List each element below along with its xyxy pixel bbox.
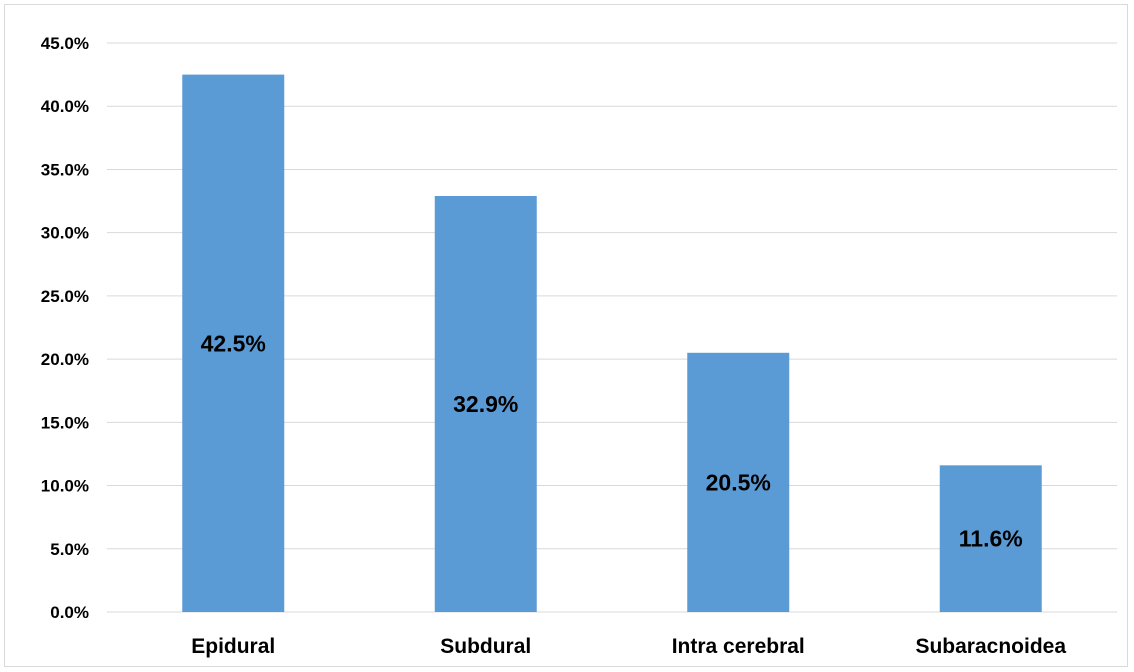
y-tick-label: 5.0%: [50, 540, 89, 559]
y-tick-label: 0.0%: [50, 603, 89, 622]
bar-epidural: [182, 74, 285, 613]
bar-intra-cerebral: [687, 352, 790, 612]
y-tick-label: 25.0%: [41, 287, 89, 306]
y-tick-label: 10.0%: [41, 477, 89, 496]
x-category-label: Epidural: [191, 635, 275, 658]
x-category-label: Subaracnoidea: [915, 635, 1066, 658]
y-tick-label: 35.0%: [41, 160, 89, 179]
data-label: 42.5%: [201, 330, 266, 356]
bars: [182, 74, 1042, 613]
chart-frame: 0.0% 5.0% 10.0% 15.0% 20.0% 25.0% 30.0% 35.0% 40…: [4, 4, 1128, 667]
y-tick-label: 15.0%: [41, 413, 89, 432]
x-category-label: Intra cerebral: [672, 635, 805, 658]
y-tick-label: 40.0%: [41, 97, 89, 116]
data-labels: 42.5% 32.9% 20.5% 11.6%: [201, 330, 1023, 551]
y-tick-label: 30.0%: [41, 224, 89, 243]
x-category-label: Subdural: [440, 635, 531, 658]
data-label: 11.6%: [959, 526, 1023, 552]
y-tick-label: 20.0%: [41, 350, 89, 369]
bar-subdural: [434, 195, 537, 612]
data-label: 20.5%: [706, 469, 771, 495]
y-tick-label: 45.0%: [41, 34, 89, 53]
x-axis-categories: Epidural Subdural Intra cerebral Subaracnoi…: [191, 635, 1066, 658]
bar-chart: 0.0% 5.0% 10.0% 15.0% 20.0% 25.0% 30.0% 35.0% 40…: [41, 34, 1117, 658]
bar-subaracnoidea: [939, 465, 1042, 612]
data-label: 32.9%: [453, 391, 518, 417]
y-axis-ticks: 0.0% 5.0% 10.0% 15.0% 20.0% 25.0% 30.0% 35.0% 40…: [41, 34, 89, 622]
